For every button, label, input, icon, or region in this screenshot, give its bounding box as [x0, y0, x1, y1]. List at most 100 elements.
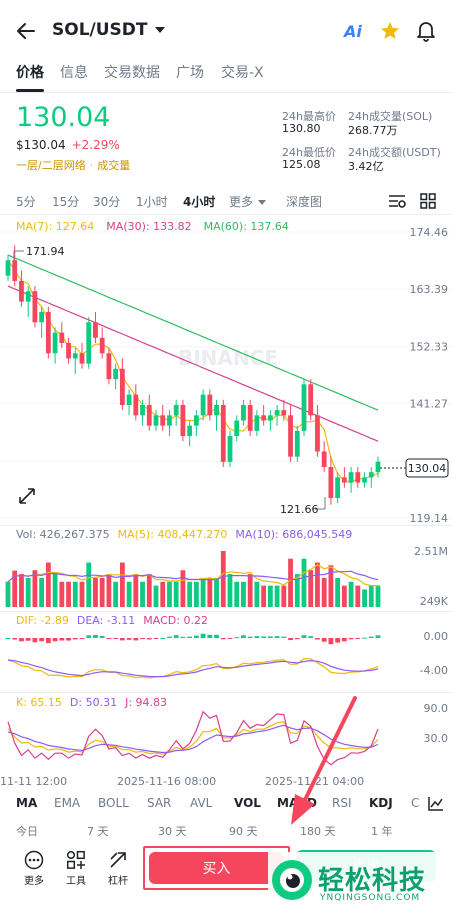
- price-tick-label: 119.14: [410, 512, 449, 525]
- network-tag[interactable]: 一层/二层网络: [16, 159, 86, 172]
- current-price-label: 130.04: [408, 462, 447, 475]
- candle-body: [106, 353, 112, 380]
- volume-bar: [227, 574, 233, 607]
- high-label: 24h最高价: [282, 110, 336, 123]
- candle-body: [140, 404, 145, 416]
- range-7d[interactable]: 7 天: [87, 825, 109, 838]
- volume-bar: [45, 562, 51, 607]
- tf-5m[interactable]: 5分: [16, 195, 36, 209]
- ind-ema[interactable]: EMA: [54, 796, 81, 810]
- chart-settings-icon[interactable]: [388, 193, 406, 209]
- volume-bar: [72, 581, 78, 607]
- ind-more[interactable]: C: [411, 796, 420, 810]
- tf-1h[interactable]: 1小时: [136, 195, 168, 209]
- macd-bar: [45, 638, 51, 644]
- vol-usdt-value: 3.42亿: [348, 160, 384, 173]
- buy-button[interactable]: 买入: [149, 852, 284, 884]
- back-arrow-icon[interactable]: [16, 22, 36, 40]
- range-30d[interactable]: 30 天: [158, 825, 187, 838]
- candle-body: [234, 420, 240, 437]
- ind-kdj[interactable]: KDJ: [369, 796, 393, 810]
- volume-bar: [66, 581, 71, 607]
- tf-depth[interactable]: 深度图: [286, 195, 323, 209]
- price-chart[interactable]: BINANCE 174.46 163.39 152.33 141.27 119.14 1…: [0, 225, 452, 525]
- macd-bar: [193, 635, 199, 638]
- ma30-legend: MA(30): 133.82: [106, 220, 192, 233]
- macd-bar: [207, 634, 213, 638]
- macd-bar: [160, 637, 166, 639]
- ind-vol[interactable]: VOL: [234, 796, 261, 810]
- tf-4h[interactable]: 4小时: [183, 195, 216, 209]
- macd-bar: [341, 638, 347, 642]
- volume-tag[interactable]: 成交量: [97, 159, 131, 172]
- macd-bar: [247, 636, 253, 638]
- fullscreen-icon[interactable]: [16, 485, 38, 507]
- macd-bar: [362, 637, 367, 639]
- usd-price: $130.04: [16, 138, 66, 152]
- grid-layout-icon[interactable]: [420, 193, 436, 209]
- volume-bar: [153, 585, 159, 607]
- macd-bar: [368, 636, 374, 638]
- low-label: 24h最低价: [282, 146, 336, 159]
- tools-button[interactable]: 工具: [66, 850, 86, 887]
- macd-lines: [7, 657, 379, 679]
- leverage-button[interactable]: 杠杆: [108, 850, 128, 887]
- candle-body: [45, 311, 51, 354]
- macd-bar: [321, 638, 327, 642]
- volume-bar: [19, 574, 24, 607]
- star-icon[interactable]: [380, 21, 400, 41]
- tab-square[interactable]: 广场: [176, 65, 204, 81]
- volume-bar: [234, 581, 240, 607]
- candle-body: [281, 410, 287, 416]
- volume-bar: [200, 577, 206, 607]
- volume-bar: [5, 581, 11, 607]
- main-tabs: 价格 信息 交易数据 广场 交易-X: [0, 62, 452, 92]
- candle-body: [39, 311, 45, 323]
- range-1y[interactable]: 1 年: [371, 825, 393, 838]
- pair-selector[interactable]: SOL/USDT: [52, 20, 166, 40]
- ma60-legend: MA(60): 137.64: [203, 220, 289, 233]
- kdj-j-path: [7, 710, 379, 766]
- range-today[interactable]: 今日: [16, 825, 38, 838]
- indicator-settings-icon[interactable]: [428, 796, 444, 811]
- tf-30m[interactable]: 30分: [93, 195, 121, 209]
- candle-body: [200, 394, 206, 416]
- volume-bar: [126, 581, 132, 607]
- volume-bar: [220, 551, 226, 607]
- tab-info[interactable]: 信息: [60, 65, 88, 81]
- macd-bar: [25, 638, 31, 641]
- candle-body: [220, 404, 226, 462]
- candle-body: [66, 342, 71, 359]
- ind-ma[interactable]: MA: [16, 796, 38, 810]
- ind-rsi[interactable]: RSI: [332, 796, 352, 810]
- macd-bar: [187, 636, 193, 638]
- range-180d[interactable]: 180 天: [300, 825, 336, 838]
- volume-bar: [362, 589, 367, 607]
- bell-icon[interactable]: [416, 20, 436, 42]
- macd-dif-path: [7, 657, 379, 679]
- ind-avl[interactable]: AVL: [190, 796, 213, 810]
- active-tab-indicator: [16, 89, 44, 92]
- volume-bar: [106, 574, 112, 607]
- tab-trading-data[interactable]: 交易数据: [104, 65, 160, 81]
- ind-sar[interactable]: SAR: [147, 796, 172, 810]
- more-button[interactable]: 更多: [24, 850, 44, 887]
- macd-dif-legend: DIF: -2.89: [16, 614, 69, 627]
- tf-15m[interactable]: 15分: [52, 195, 80, 209]
- price-tick-label: 174.46: [410, 226, 449, 239]
- tf-more[interactable]: 更多: [229, 193, 267, 210]
- candle-body: [173, 404, 179, 416]
- volume-bar: [274, 585, 280, 607]
- candle-body: [153, 415, 159, 426]
- ind-boll[interactable]: BOLL: [98, 796, 129, 810]
- tab-trade-x[interactable]: 交易-X: [221, 65, 264, 81]
- range-90d[interactable]: 90 天: [229, 825, 258, 838]
- volume-bar: [321, 577, 327, 607]
- ai-icon[interactable]: Ai: [344, 22, 362, 41]
- macd-hist-legend: MACD: 0.22: [143, 614, 208, 627]
- macd-bar: [227, 638, 233, 639]
- divider: [0, 92, 452, 93]
- tab-price[interactable]: 价格: [16, 65, 44, 81]
- macd-bar: [86, 635, 92, 638]
- price-tick-label: 141.27: [410, 398, 449, 411]
